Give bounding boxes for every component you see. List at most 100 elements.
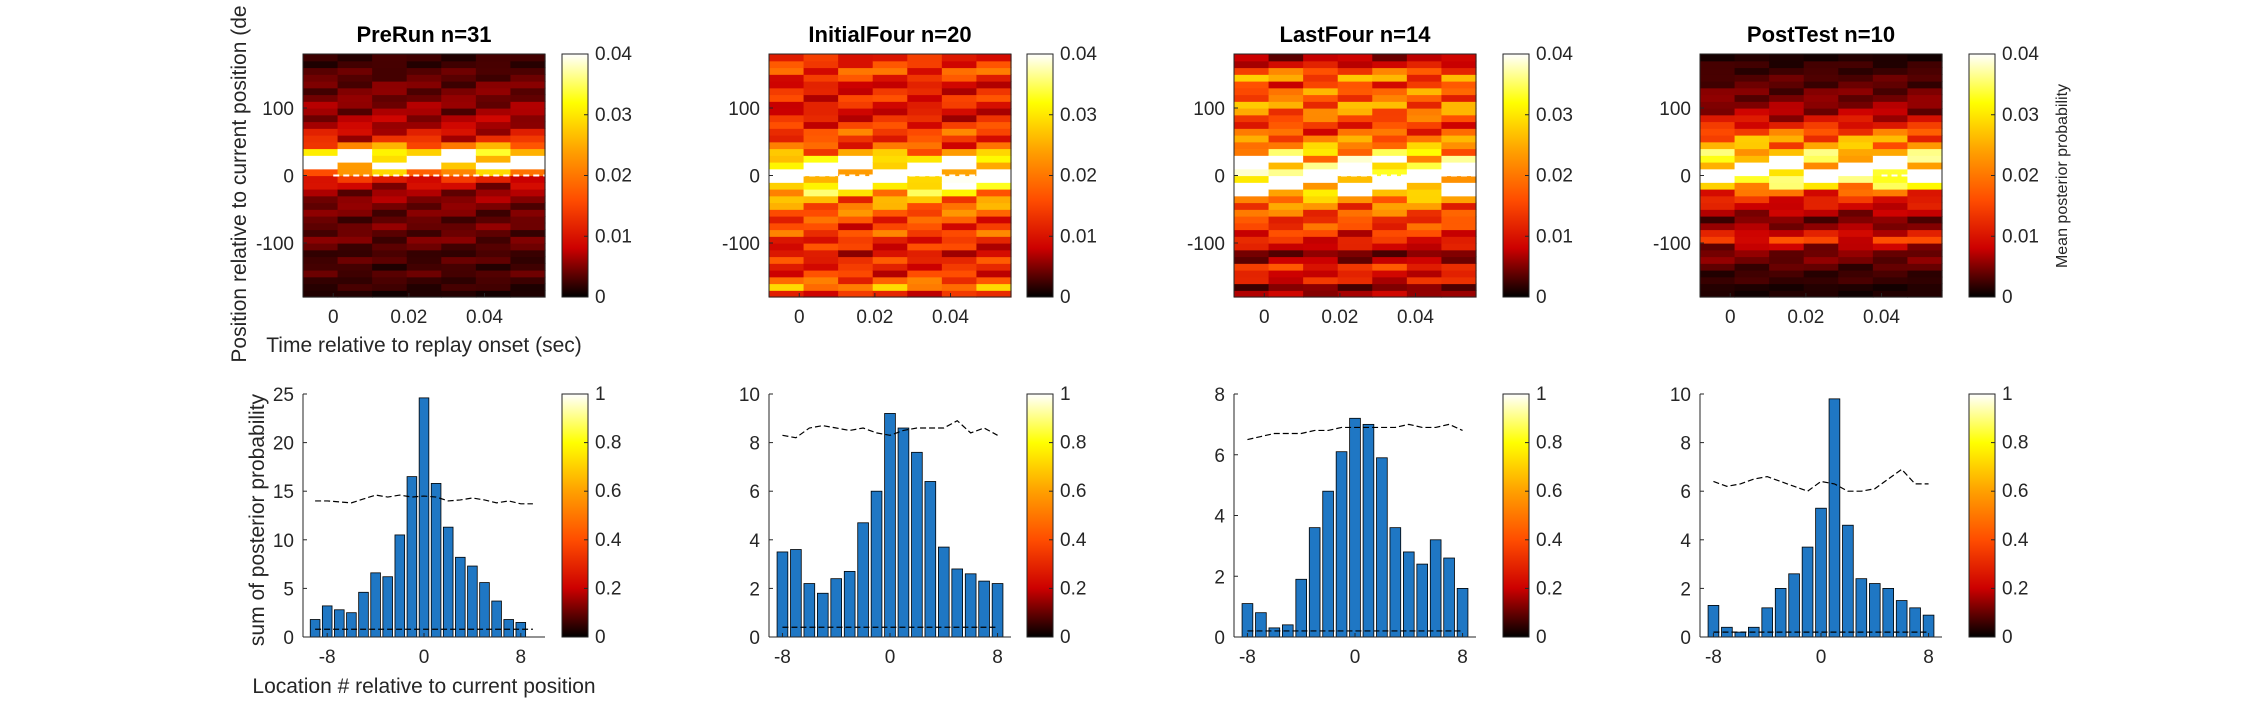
heatmap-cell — [1337, 256, 1373, 264]
heatmap-cell — [1268, 263, 1304, 271]
heatmap-cell — [1372, 216, 1408, 224]
heatmap-cell — [1441, 290, 1477, 298]
heatmap-cell — [475, 189, 512, 197]
heatmap-cell — [372, 182, 408, 190]
heatmap-cell — [406, 128, 442, 136]
heatmap-cell — [406, 276, 442, 285]
heatmap-cell — [441, 54, 477, 62]
bar-colorbar-3 — [1968, 393, 1996, 638]
null-upper-line-3 — [1713, 468, 1929, 492]
heatmap-cell — [769, 114, 805, 123]
heatmap-cell — [769, 135, 805, 143]
heatmap-cell — [1406, 141, 1443, 150]
heatmap-cell — [510, 155, 546, 163]
heatmap-cell — [1907, 108, 1943, 116]
heatmap-cell — [1372, 54, 1408, 62]
bar — [991, 583, 1004, 638]
heatmap-cell — [1303, 155, 1339, 163]
heatmap-cell — [872, 202, 908, 210]
heatmap-cell — [769, 148, 805, 156]
heatmap-cell — [1907, 81, 1943, 89]
heatmap-cell — [1734, 128, 1770, 136]
heatmap-cell — [769, 67, 805, 75]
heatmap-cell — [1268, 74, 1304, 82]
heatmap-cell — [1803, 94, 1839, 102]
heatmap-cell — [1441, 155, 1477, 163]
heatmap-cell — [1803, 243, 1839, 251]
heatmap-cell — [372, 74, 408, 82]
heatmap-cell — [976, 81, 1012, 89]
bar-y-tick-label-2: 0 — [1214, 628, 1225, 649]
heatmap-cell — [1406, 168, 1443, 177]
heatmap-cell — [303, 54, 339, 62]
heatmap-cell — [1907, 148, 1943, 156]
heatmap-cell — [1234, 101, 1270, 109]
bar-colorbar-tick-label-0: 0 — [595, 627, 606, 648]
heatmap-cell — [1234, 189, 1270, 197]
heatmap-colorbar-tick-label-2: 0.01 — [1536, 226, 1573, 247]
heatmap-cell — [475, 229, 512, 237]
heatmap-cell — [475, 243, 512, 251]
heatmap-colorbar-3 — [1968, 53, 1996, 298]
heatmap-cell — [769, 229, 805, 237]
heatmap-cell — [838, 94, 874, 102]
heatmap-cell — [1838, 290, 1874, 298]
heatmap-cell — [475, 256, 512, 264]
heatmap-cell — [441, 263, 477, 271]
heatmap-cell — [1372, 243, 1408, 251]
heatmap-cell — [1234, 108, 1270, 116]
heatmap-cell — [872, 209, 908, 217]
heatmap-cell — [406, 60, 442, 69]
heatmap-cell — [941, 216, 978, 224]
heatmap-x-tick-label-3: 0 — [1725, 307, 1736, 328]
heatmap-cell — [1234, 155, 1270, 163]
heatmap-cell — [1268, 128, 1304, 136]
heatmap-cell — [838, 101, 874, 109]
bar — [924, 481, 937, 638]
bar — [1429, 539, 1442, 638]
heatmap-cell — [1838, 276, 1874, 285]
heatmap-title-2: LastFour n=14 — [1280, 22, 1432, 47]
heatmap-cell — [1838, 94, 1874, 102]
heatmap-cell — [838, 87, 874, 96]
heatmap-cell — [475, 81, 512, 89]
heatmap-cell — [1803, 54, 1839, 62]
heatmap-cell — [838, 236, 874, 244]
heatmap-cell — [372, 155, 408, 163]
heatmap-cell — [303, 256, 339, 264]
heatmap-colorbar-tick-label-3: 0.02 — [2002, 166, 2039, 187]
heatmap-cell — [769, 222, 805, 231]
heatmap-cell — [303, 195, 339, 204]
heatmap-cell — [803, 209, 839, 217]
heatmap-x-tick-label-0: 0.04 — [466, 307, 503, 328]
heatmap-cell — [1234, 270, 1270, 278]
heatmap-cell — [441, 114, 477, 123]
heatmap-cell — [941, 243, 978, 251]
heatmap-cell — [1769, 202, 1805, 210]
heatmap-cell — [907, 168, 943, 177]
bar — [1376, 457, 1388, 638]
heatmap-cell — [769, 54, 805, 62]
heatmap-cell — [1441, 263, 1477, 271]
heatmap-cell — [1441, 209, 1477, 217]
heatmap-cell — [769, 182, 805, 190]
heatmap-cell — [838, 148, 874, 156]
heatmap-cell — [372, 121, 408, 129]
heatmap-cell — [1372, 283, 1408, 291]
heatmap-cell — [1234, 141, 1270, 150]
bar — [1322, 490, 1334, 638]
bar — [857, 522, 869, 638]
heatmap-cell — [769, 94, 805, 102]
heatmap-cell — [1769, 195, 1805, 204]
heatmap-cell — [872, 148, 908, 156]
heatmap-cell — [941, 81, 978, 89]
heatmap-cell — [1734, 236, 1770, 244]
heatmap-cell — [510, 209, 546, 217]
heatmap-cell — [1838, 148, 1874, 156]
heatmap-cell — [1734, 182, 1770, 190]
heatmap-cell — [941, 67, 978, 75]
bar — [1416, 563, 1429, 638]
heatmap-colorbar-tick-label-2: 0.04 — [1536, 44, 1573, 65]
heatmap-cell — [1907, 87, 1943, 96]
heatmap-cell — [1769, 114, 1805, 123]
